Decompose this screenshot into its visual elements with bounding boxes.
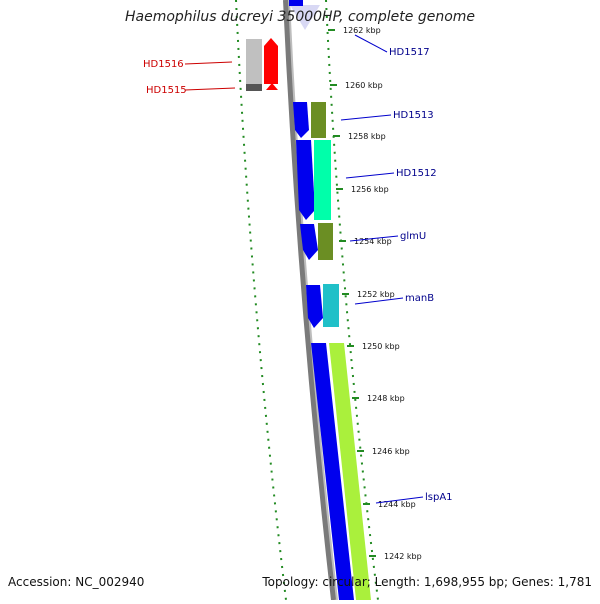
gene-lspa1-blue: [311, 343, 354, 600]
kbp-tick-label: 1258 kbp: [348, 132, 386, 141]
page-title: Haemophilus ducreyi 35000HP, complete ge…: [124, 9, 476, 25]
gene-label: HD1513: [393, 110, 434, 121]
gene-label: HD1515: [146, 85, 187, 96]
gene-hd1516-grey: [246, 39, 262, 90]
gene-label-leader: [375, 496, 424, 504]
gene-label-leader: [354, 297, 404, 305]
gene-glmu-olive: [318, 223, 333, 260]
gene-label: HD1516: [143, 59, 184, 70]
gene-label-leader: [184, 87, 236, 91]
gene-red-small: [266, 83, 278, 90]
kbp-tick-label: 1248 kbp: [367, 394, 405, 403]
gene-manb-cyan: [323, 284, 339, 327]
gene-hd1512-blue: [296, 140, 315, 220]
kbp-tick-label: 1250 kbp: [362, 342, 400, 351]
kbp-tick-group: 1262 kbp 1260 kbp 1258 kbp 1256 kbp 1254 kbp…: [328, 26, 422, 561]
gene-label-leader: [340, 114, 392, 121]
kbp-tick-label: 1256 kbp: [351, 185, 389, 194]
accession-text: Accession: NC_002940: [8, 575, 145, 589]
gene-label: manB: [405, 293, 434, 304]
kbp-tick-label: 1246 kbp: [372, 447, 410, 456]
gene-label: HD1517: [389, 47, 430, 58]
backbone-outer: [283, 0, 337, 601]
kbp-tick-label: 1252 kbp: [357, 290, 395, 299]
gene-manb-blue: [306, 285, 323, 328]
gene-glmu-blue: [300, 224, 318, 260]
kbp-tick-label: 1260 kbp: [345, 81, 383, 90]
gene-label-leader: [349, 235, 399, 242]
top-gene-arrow-grey: [290, 5, 320, 30]
gene-label: lspA1: [425, 492, 453, 503]
kbp-tick-label: 1242 kbp: [384, 552, 422, 561]
gene-hd1512-teal: [314, 140, 331, 220]
gene-label-leader: [184, 61, 233, 65]
gene-hd1516-grey-dark: [246, 84, 262, 91]
kbp-tick-label: 1254 kbp: [354, 237, 392, 246]
genome-summary: Topology: circular; Length: 1,698,955 bp…: [262, 575, 592, 589]
gene-label-group: HD1517 HD1513 HD1512 glmU manB lspA1 HD1516 HD1…: [143, 34, 453, 504]
gene-label-leader: [345, 172, 395, 179]
gene-lspa1-lime: [329, 343, 371, 600]
gene-label: glmU: [400, 231, 426, 242]
gene-label: HD1512: [396, 168, 437, 179]
kbp-tick-label: 1244 kbp: [378, 500, 416, 509]
top-gene-blue: [289, 0, 303, 6]
gene-label-leader: [354, 34, 388, 53]
gene-red-arrow: [264, 38, 278, 84]
gene-hd1513-olive: [311, 102, 326, 138]
kbp-tick-label: 1262 kbp: [343, 26, 381, 35]
gene-hd1513-blue: [293, 102, 309, 138]
